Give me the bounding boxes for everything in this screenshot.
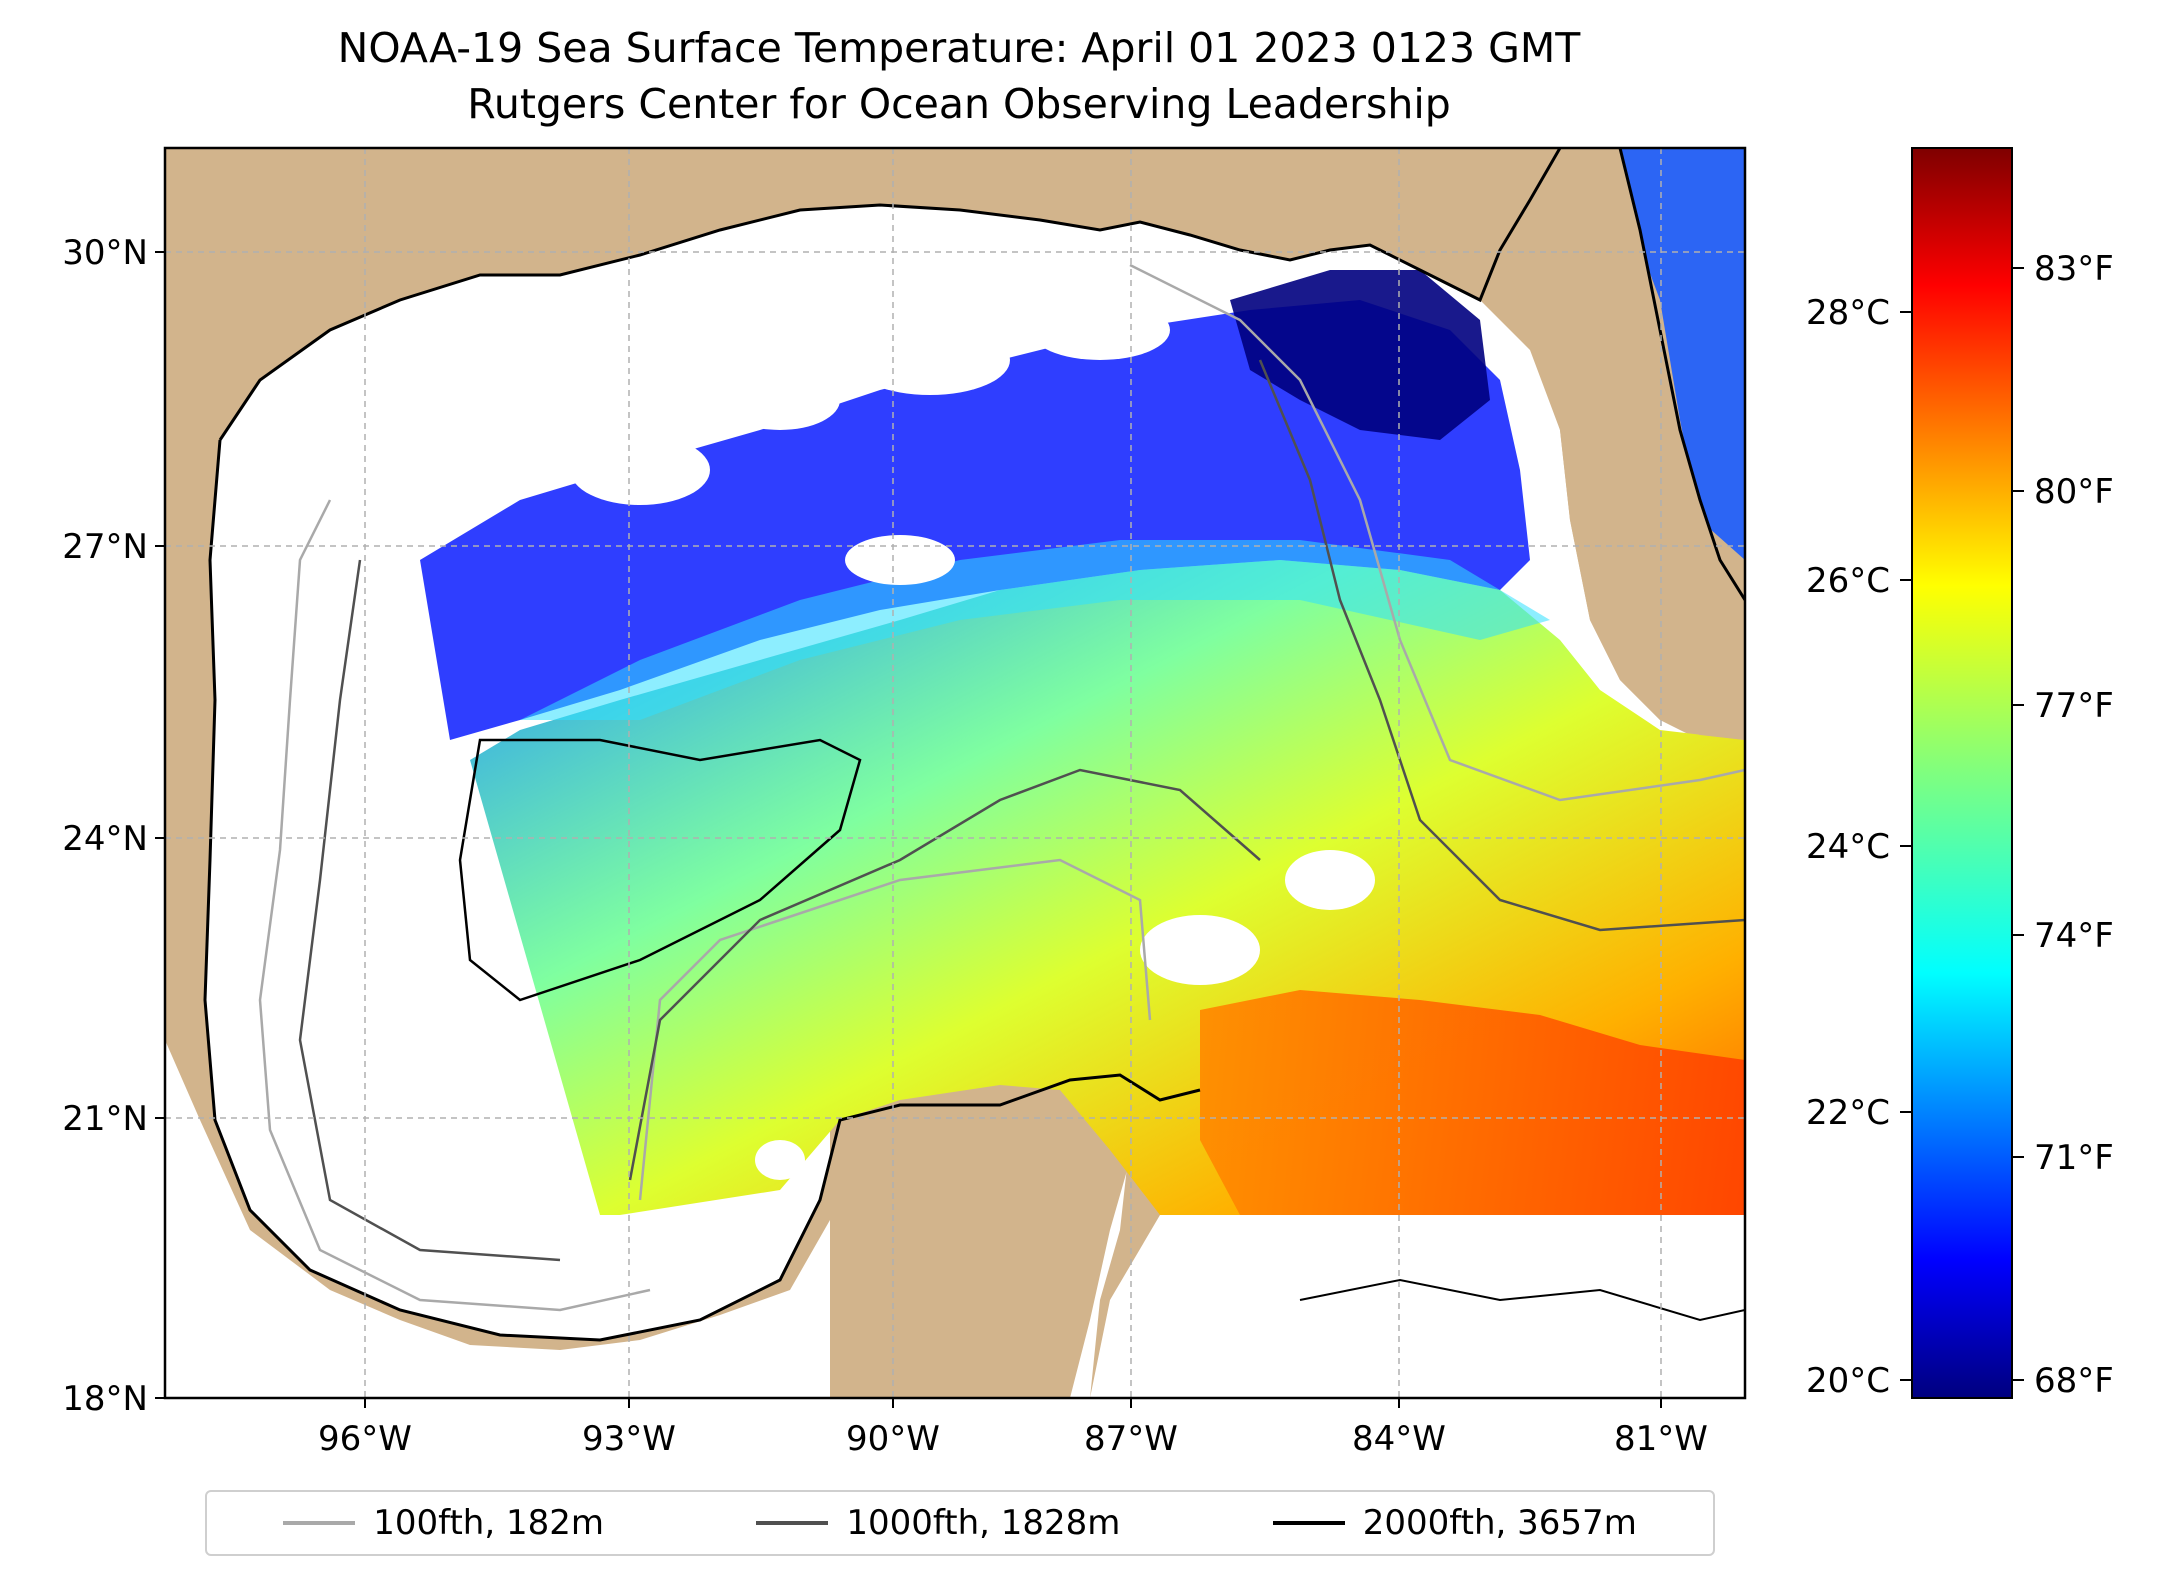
map-frame: [163, 146, 1747, 1400]
fahrenheit-label-74: 74°F: [2034, 916, 2114, 956]
florida-sst: [1620, 148, 1745, 560]
legend-label-1000fth: 1000fth, 1828m: [846, 1503, 1121, 1543]
legend-item-1000fth: 1000fth, 1828m: [756, 1503, 1120, 1543]
lon-label-93w: 93°W: [582, 1419, 676, 1459]
sst-deep-cold: [1230, 270, 1490, 440]
celsius-label-26: 26°C: [1806, 561, 1890, 601]
florida: [1500, 148, 1745, 740]
legend-label-100fth: 100fth, 182m: [373, 1503, 604, 1543]
map-subtitle: Rutgers Center for Ocean Observing Leade…: [467, 80, 1451, 128]
legend-line-2000fth: [1272, 1521, 1345, 1525]
fahrenheit-label-83: 83°F: [2034, 249, 2114, 289]
lon-label-87w: 87°W: [1084, 1419, 1178, 1459]
colorbar: [1911, 147, 2013, 1399]
contour-legend: 100fth, 182m 1000fth, 1828m 2000fth, 365…: [205, 1490, 1715, 1556]
lat-label-21n: 21°N: [62, 1099, 148, 1139]
yucatan: [830, 1070, 1130, 1398]
fahrenheit-label-71: 71°F: [2034, 1138, 2114, 1178]
lat-label-24n: 24°N: [62, 819, 148, 859]
legend-line-100fth: [283, 1521, 356, 1525]
legend-line-1000fth: [756, 1521, 829, 1525]
sst-cold-north: [420, 300, 1530, 740]
lat-label-30n: 30°N: [62, 233, 148, 273]
lon-label-90w: 90°W: [846, 1419, 940, 1459]
lon-label-96w: 96°W: [318, 1419, 412, 1459]
cloud-gaps: [570, 300, 1375, 1180]
coastline: [203, 148, 1745, 1342]
lon-label-81w: 81°W: [1614, 1419, 1708, 1459]
lat-label-18n: 18°N: [62, 1379, 148, 1419]
sst-swath-warm: [1200, 990, 1745, 1215]
celsius-label-22: 22°C: [1806, 1093, 1890, 1133]
axis-ticks: [155, 251, 1662, 1408]
sst-mid-band: [520, 540, 1550, 720]
fahrenheit-label-77: 77°F: [2034, 686, 2114, 726]
fahrenheit-label-80: 80°F: [2034, 472, 2114, 512]
celsius-label-24: 24°C: [1806, 827, 1890, 867]
celsius-label-28: 28°C: [1806, 293, 1890, 333]
fahrenheit-label-68: 68°F: [2034, 1361, 2114, 1401]
fahrenheit-ticks: [2012, 267, 2024, 1381]
bathymetry-contours: [258, 263, 1745, 1322]
lat-label-27n: 27°N: [62, 527, 148, 567]
legend-label-2000fth: 2000fth, 3657m: [1362, 1503, 1637, 1543]
celsius-label-20: 20°C: [1806, 1361, 1890, 1401]
celsius-ticks: [1900, 311, 1912, 1381]
legend-item-100fth: 100fth, 182m: [283, 1503, 604, 1543]
lon-label-84w: 84°W: [1352, 1419, 1446, 1459]
map-plot-area: [165, 148, 1745, 1398]
map-title: NOAA-19 Sea Surface Temperature: April 0…: [337, 24, 1581, 72]
legend-item-2000fth: 2000fth, 3657m: [1272, 1503, 1637, 1543]
